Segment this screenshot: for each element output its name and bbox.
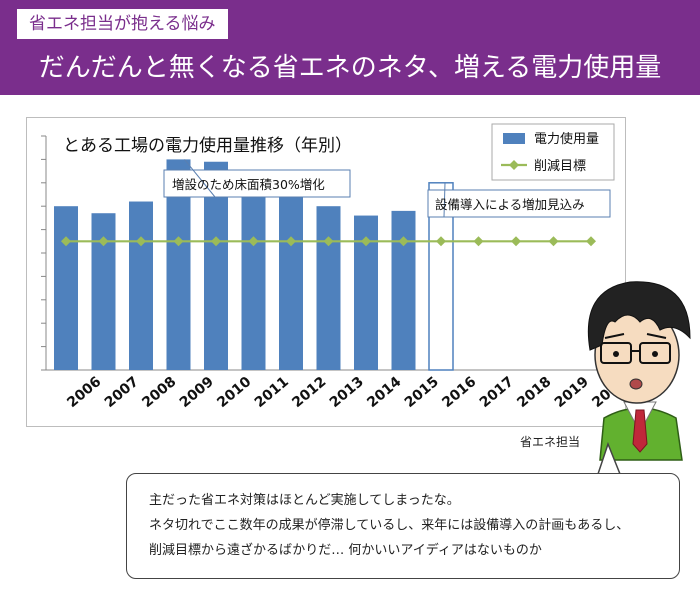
x-tick-label: 2010 (214, 374, 254, 411)
chart-title: とある工場の電力使用量推移（年別） (63, 135, 352, 156)
annotation-leader (443, 182, 446, 218)
target-marker (586, 236, 596, 247)
speech-line: ネタ切れでここ数年の成果が停滞しているし、来年には設備導入の計画もあるし、 (149, 518, 630, 533)
bar (316, 206, 341, 370)
annotation-leader (184, 159, 216, 198)
annotation-label: 設備導入による増加見込み (435, 197, 585, 212)
annotation-box (427, 189, 611, 218)
target-marker (211, 236, 221, 247)
target-marker (98, 236, 109, 247)
header-banner: 省エネ担当が抱える悩み だんだんと無くなる省エネのネタ、増える電力使用量 (0, 0, 700, 95)
legend-swatch-bar (503, 133, 525, 144)
bar (391, 210, 416, 370)
x-tick-label: 2006 (64, 374, 104, 411)
annotation-label: 増設のため床面積30%増化 (172, 177, 325, 192)
bar (241, 171, 266, 370)
legend-box (491, 123, 615, 181)
mouth (629, 378, 643, 390)
x-tick-label: 2018 (514, 374, 554, 411)
speaker-label: 省エネ担当 (520, 435, 581, 449)
x-tick-label: 2017 (477, 374, 517, 411)
x-tick-label: 2014 (364, 374, 404, 411)
target-marker (248, 236, 259, 247)
legend-swatch-marker (509, 160, 519, 170)
x-tick-label: 2015 (402, 374, 442, 411)
staff-avatar (587, 281, 691, 461)
speech-line: 主だった省エネ対策はほとんど実施してしまったな。 (149, 493, 460, 508)
page-headline: だんだんと無くなる省エネのネタ、増える電力使用量 (38, 53, 662, 83)
legend-label: 電力使用量 (534, 131, 599, 147)
glasses-left-lens (600, 342, 632, 364)
left-eyebrow (604, 333, 625, 339)
hair (587, 281, 691, 351)
x-tick-label: 2011 (252, 374, 292, 411)
speech-bubble: 主だった省エネ対策はほとんど実施してしまったな。 ネタ切れでここ数年の成果が停滞… (126, 473, 680, 579)
x-tick-label: 2013 (327, 374, 367, 411)
glasses-right-lens (639, 342, 671, 364)
target-marker (436, 236, 446, 247)
header-tag: 省エネ担当が抱える悩み (17, 9, 228, 39)
bar (129, 201, 153, 370)
left-eye (613, 351, 619, 357)
right-eyebrow (646, 333, 667, 339)
x-tick-label: 2007 (102, 374, 142, 411)
target-marker (361, 236, 371, 247)
x-tick-label: 2019 (552, 374, 592, 411)
tie (632, 409, 648, 453)
target-marker (548, 236, 559, 247)
target-marker (173, 236, 184, 247)
right-eye (652, 351, 658, 357)
target-marker (473, 236, 484, 247)
target-marker (61, 236, 71, 247)
x-tick-label: 2016 (439, 374, 479, 411)
target-marker (286, 236, 296, 247)
x-tick-label: 2009 (177, 374, 217, 411)
legend-label: 削減目標 (534, 158, 586, 174)
x-tick-label: 2008 (139, 374, 179, 411)
target-marker (398, 236, 409, 247)
target-marker (511, 236, 521, 247)
speech-line: 削減目標から遠ざかるばかりだ… 何かいいアイディアはないものか (149, 543, 542, 558)
target-marker (136, 236, 146, 247)
bar (54, 206, 78, 370)
annotation-box (163, 169, 351, 198)
x-tick-label: 2012 (289, 374, 329, 411)
bar (279, 185, 303, 370)
target-marker (323, 236, 334, 247)
